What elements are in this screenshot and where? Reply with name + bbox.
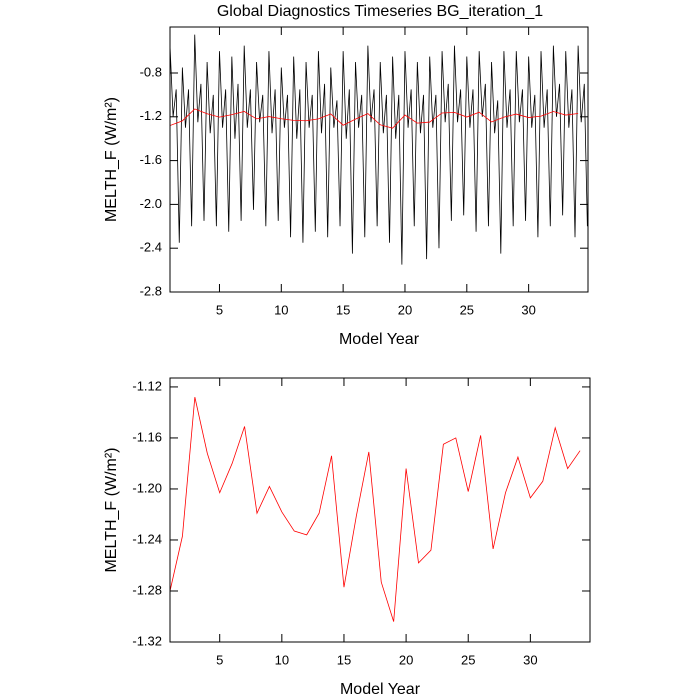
x-tick-label: 25	[460, 302, 474, 317]
y-tick-label: -1.12	[132, 378, 162, 393]
x-tick-label: 10	[274, 302, 288, 317]
x-tick-label: 15	[336, 302, 350, 317]
x-axis-label: Model Year	[339, 331, 420, 348]
plot-frame	[169, 26, 589, 293]
x-tick-label: 30	[523, 652, 537, 667]
data-line	[170, 34, 588, 265]
y-axis-label: MELTH_F (W/m²)	[103, 97, 120, 222]
x-tick-label: 15	[337, 652, 351, 667]
x-axis-label: Model Year	[340, 681, 421, 698]
y-tick-label: -1.32	[132, 633, 162, 648]
y-tick-label: -1.20	[132, 480, 162, 495]
x-tick-label: 10	[275, 652, 289, 667]
y-tick-label: -0.8	[140, 64, 162, 79]
y-tick-label: -1.2	[140, 108, 162, 123]
x-tick-label: 20	[398, 302, 412, 317]
y-tick-label: -2.8	[140, 283, 162, 298]
y-tick-label: -2.0	[140, 196, 162, 211]
data-line	[170, 397, 581, 622]
y-tick-label: -1.16	[132, 429, 162, 444]
y-tick-label: -1.24	[132, 531, 162, 546]
x-tick-label: 25	[461, 652, 475, 667]
y-tick-label: -1.6	[140, 152, 162, 167]
data-line	[170, 108, 579, 129]
chart-title: Global Diagnostics Timeseries BG_iterati…	[217, 3, 543, 20]
y-axis-label: MELTH_F (W/m²)	[103, 447, 120, 572]
plot-frame	[169, 377, 591, 643]
x-tick-label: 5	[216, 302, 223, 317]
x-tick-label: 20	[399, 652, 413, 667]
y-tick-label: -1.28	[132, 582, 162, 597]
y-tick-label: -2.4	[140, 240, 162, 255]
x-tick-label: 5	[216, 652, 223, 667]
x-tick-label: 30	[521, 302, 535, 317]
